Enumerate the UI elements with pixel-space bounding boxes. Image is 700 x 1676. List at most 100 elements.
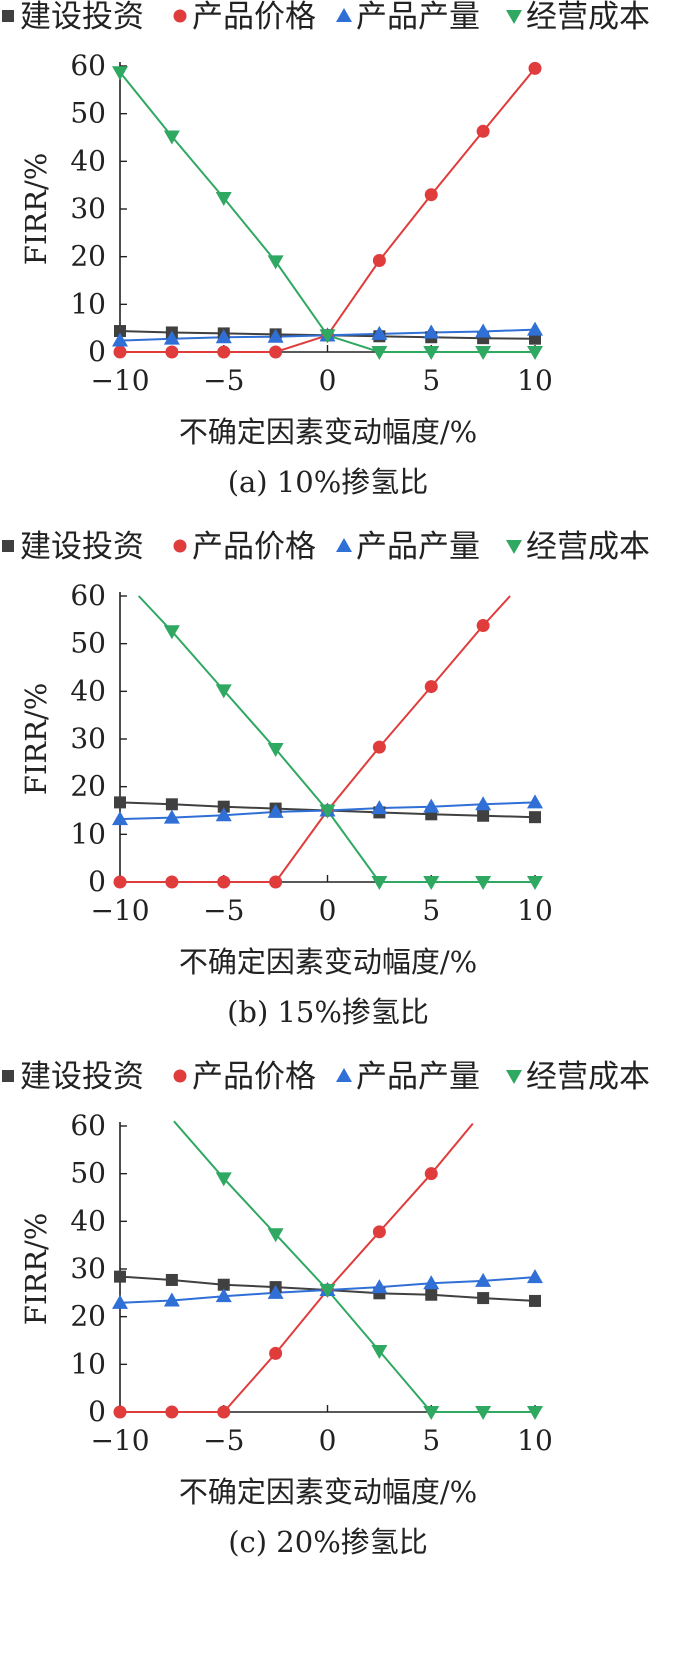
x-axis-title-b: 不确定因素变动幅度/% bbox=[179, 945, 477, 979]
chart-panel-c: 建设投资 产品价格 产品产量 经营成本 0 10 20 30 40 50 60 −10 −5 0 5 10 FI… bbox=[2, 1059, 650, 1559]
data-point-b-1-1 bbox=[114, 796, 126, 809]
y-tick-label-c-4: 40 bbox=[70, 1204, 106, 1237]
data-point-a-1-1 bbox=[114, 325, 126, 338]
data-point-a-1-9 bbox=[529, 332, 541, 345]
y-tick-label-b-0: 0 bbox=[88, 865, 106, 898]
data-point-b-4-8 bbox=[527, 876, 543, 890]
series-line-b-4 bbox=[137, 595, 535, 883]
x-axis-title-a: 不确定因素变动幅度/% bbox=[179, 415, 477, 449]
data-point-c-4-1 bbox=[215, 1172, 232, 1187]
legend-label-c-4: 经营成本 bbox=[526, 1059, 650, 1095]
y-tick-label-a-4: 40 bbox=[70, 144, 106, 177]
data-point-b-2-4 bbox=[269, 875, 283, 889]
data-point-a-4-6 bbox=[371, 346, 388, 360]
y-tick-label-a-3: 30 bbox=[70, 192, 106, 225]
y-tick-label-b-1: 10 bbox=[70, 817, 106, 850]
x-tick-label-c-4: 10 bbox=[517, 1424, 553, 1457]
y-tick-label-b-4: 40 bbox=[70, 674, 106, 707]
data-point-a-2-3 bbox=[217, 345, 231, 359]
legend-marker-a-1 bbox=[2, 10, 14, 22]
y-tick-label-a-5: 50 bbox=[70, 97, 106, 130]
data-point-a-2-9 bbox=[528, 61, 542, 75]
data-point-a-3-6 bbox=[371, 325, 388, 340]
x-tick-label-c-3: 5 bbox=[422, 1424, 440, 1457]
data-point-c-3-6 bbox=[371, 1279, 388, 1294]
legend-marker-b-1 bbox=[2, 540, 14, 552]
y-tick-label-c-0: 0 bbox=[88, 1395, 106, 1428]
x-tick-label-b-4: 10 bbox=[517, 894, 553, 927]
data-point-b-2-6 bbox=[372, 740, 386, 754]
data-point-b-1-9 bbox=[529, 811, 541, 824]
data-point-a-3-3 bbox=[215, 329, 232, 344]
data-point-a-2-6 bbox=[372, 253, 386, 267]
x-tick-label-a-0: −10 bbox=[90, 364, 149, 397]
data-point-b-3-2 bbox=[163, 809, 180, 824]
x-tick-label-b-0: −10 bbox=[90, 894, 149, 927]
x-tick-label-c-0: −10 bbox=[90, 1424, 149, 1457]
y-tick-label-b-6: 60 bbox=[70, 579, 106, 612]
data-point-c-4-4 bbox=[371, 1344, 388, 1359]
y-tick-label-a-1: 10 bbox=[70, 287, 106, 320]
x-tick-label-a-1: −5 bbox=[203, 364, 244, 397]
data-point-c-3-1 bbox=[112, 1294, 128, 1309]
data-point-a-2-4 bbox=[269, 345, 283, 359]
data-point-a-4-4 bbox=[267, 255, 284, 270]
data-point-a-3-8 bbox=[475, 323, 492, 338]
data-point-c-1-1 bbox=[114, 1270, 126, 1283]
legend-label-c-2: 产品价格 bbox=[192, 1059, 316, 1095]
legend-label-a-2: 产品价格 bbox=[192, 0, 316, 35]
y-tick-label-a-6: 60 bbox=[70, 49, 106, 82]
legend-label-b-3: 产品产量 bbox=[356, 529, 480, 565]
data-point-b-3-9 bbox=[527, 794, 543, 809]
legend-marker-c-1 bbox=[2, 1070, 14, 1082]
chart-panel-b: 建设投资 产品价格 产品产量 经营成本 0 10 20 30 40 50 60 −10 −5 0 5 10 FI… bbox=[2, 529, 650, 1029]
chart-panel-a: 建设投资 产品价格 产品产量 经营成本 0 10 20 30 40 50 60 −10 −5 0 5 10 FI… bbox=[2, 0, 650, 499]
legend-marker-c-3 bbox=[336, 1068, 352, 1082]
data-point-a-2-1 bbox=[113, 345, 127, 359]
x-tick-label-c-1: −5 bbox=[203, 1424, 244, 1457]
panel-caption-b: (b) 15%掺氢比 bbox=[227, 995, 429, 1029]
data-point-c-2-6 bbox=[372, 1225, 386, 1239]
legend-label-c-1: 建设投资 bbox=[20, 1059, 144, 1095]
data-point-a-2-8 bbox=[476, 124, 490, 138]
data-point-a-4-3 bbox=[215, 192, 232, 207]
y-tick-label-c-3: 30 bbox=[70, 1252, 106, 1285]
data-point-b-2-7 bbox=[424, 680, 438, 694]
data-point-b-2-3 bbox=[217, 875, 231, 889]
x-tick-label-b-2: 0 bbox=[319, 894, 337, 927]
x-tick-label-c-2: 0 bbox=[319, 1424, 337, 1457]
data-point-a-2-7 bbox=[424, 188, 438, 202]
data-point-a-4-2 bbox=[163, 130, 180, 145]
data-point-a-3-2 bbox=[163, 330, 180, 345]
y-tick-label-a-0: 0 bbox=[88, 335, 106, 368]
legend-label-a-4: 经营成本 bbox=[526, 0, 650, 35]
data-point-b-2-1 bbox=[113, 875, 127, 889]
data-point-c-1-3 bbox=[217, 1278, 230, 1291]
data-point-b-1-8 bbox=[477, 809, 490, 822]
data-point-a-2-2 bbox=[165, 345, 179, 359]
legend-marker-c-4 bbox=[506, 1070, 522, 1084]
y-axis-title-c: FIRR/% bbox=[19, 1213, 53, 1326]
legend-marker-a-2 bbox=[173, 9, 187, 23]
data-point-c-3-7 bbox=[423, 1275, 440, 1290]
data-point-a-4-9 bbox=[527, 346, 543, 360]
x-tick-label-b-1: −5 bbox=[203, 894, 244, 927]
panel-caption-a: (a) 10%掺氢比 bbox=[228, 465, 429, 499]
data-point-a-3-4 bbox=[267, 328, 284, 343]
data-point-c-2-1 bbox=[113, 1405, 127, 1419]
data-point-a-4-1 bbox=[112, 66, 128, 81]
x-axis-title-c: 不确定因素变动幅度/% bbox=[179, 1475, 477, 1509]
y-tick-label-c-6: 60 bbox=[70, 1109, 106, 1142]
legend-label-c-3: 产品产量 bbox=[356, 1059, 480, 1095]
y-axis-title-b: FIRR/% bbox=[19, 683, 53, 796]
data-point-b-4-1 bbox=[163, 625, 180, 640]
y-tick-label-b-5: 50 bbox=[70, 627, 106, 660]
data-point-c-3-4 bbox=[267, 1284, 284, 1299]
y-tick-label-a-2: 20 bbox=[70, 240, 106, 273]
data-point-c-2-3 bbox=[217, 1405, 231, 1419]
legend-label-b-4: 经营成本 bbox=[526, 529, 650, 565]
data-point-b-1-3 bbox=[217, 800, 230, 813]
data-point-b-3-6 bbox=[371, 800, 388, 815]
data-point-c-4-2 bbox=[267, 1228, 284, 1243]
